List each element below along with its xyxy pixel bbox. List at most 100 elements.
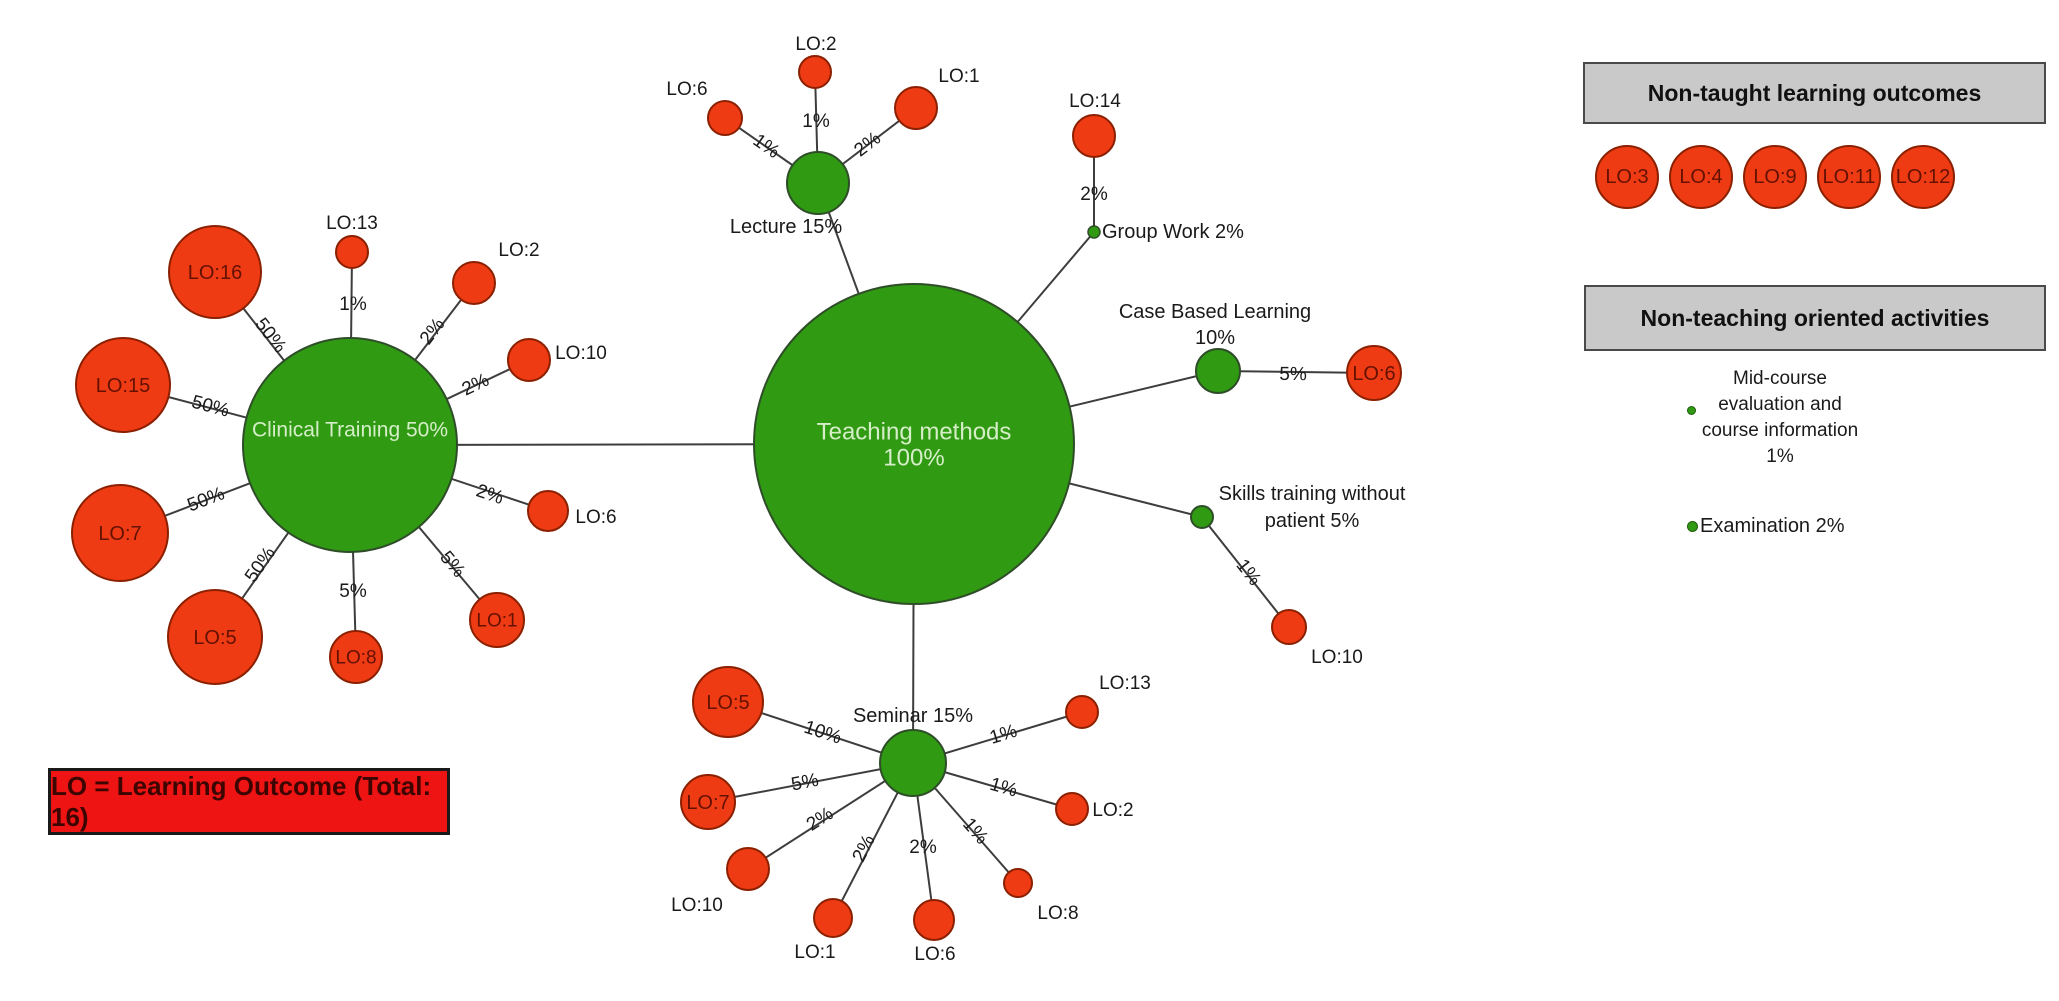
node-lecture	[786, 151, 850, 215]
node-c_lo8	[329, 630, 383, 684]
node-c_lo13	[335, 235, 369, 269]
node-label-c_lo10: LO:10	[555, 343, 607, 364]
diagram-nodes	[71, 55, 1402, 941]
non-taught-outcome-3: LO:11	[1817, 145, 1881, 209]
edge-label-seminar-m_lo7: 5%	[790, 770, 821, 796]
node-label-m_lo6: LO:6	[914, 944, 955, 965]
legend-box: LO = Learning Outcome (Total: 16)	[48, 768, 450, 835]
edge-label-lecture-l_lo2: 1%	[802, 111, 830, 132]
node-s_lo10	[1271, 609, 1307, 645]
node-l_lo1	[894, 86, 938, 130]
node-label-c_lo1: LO:1	[476, 611, 517, 632]
node-label-c_lo15: LO:15	[96, 375, 150, 397]
node-label-cbl: Case Based Learning 10%	[1119, 301, 1311, 349]
edge-label-clinical-c_lo10: 2%	[459, 370, 493, 401]
examination-item: Examination 2%	[1687, 515, 1845, 538]
node-label-m_lo8: LO:8	[1037, 903, 1078, 924]
node-skills	[1190, 505, 1214, 529]
node-label-c_lo7: LO:7	[98, 523, 141, 545]
node-label-clinical: Clinical Training 50%	[252, 418, 448, 441]
node-label-c_lo6: LO:6	[575, 507, 616, 528]
node-label-m_lo13: LO:13	[1099, 673, 1151, 694]
examination-node-dot-icon	[1687, 521, 1698, 532]
edge-label-cbl-b_lo6: 5%	[1279, 364, 1307, 385]
node-b_lo6	[1346, 345, 1402, 401]
node-label-g_lo14: LO:14	[1069, 91, 1121, 112]
node-g_lo14	[1072, 114, 1116, 158]
node-label-c_lo16: LO:16	[188, 262, 242, 284]
legend-label: LO = Learning Outcome (Total: 16)	[51, 770, 432, 832]
non-taught-outcomes-row: LO:3 LO:4 LO:9 LO:11 LO:12	[1595, 145, 1955, 209]
node-label-seminar: Seminar 15%	[853, 705, 973, 727]
node-c_lo5	[167, 589, 263, 685]
edge-label-seminar-m_lo2: 1%	[987, 774, 1019, 802]
non-taught-outcome-0: LO:3	[1595, 145, 1659, 209]
node-l_lo2	[798, 55, 832, 89]
edge-skills-s_lo10	[1201, 516, 1290, 628]
non-taught-outcomes-title: Non-taught learning outcomes	[1647, 79, 1982, 106]
midcourse-line-4: 1%	[1766, 446, 1794, 467]
node-c_lo16	[168, 225, 262, 319]
edge-seminar-m_lo7	[707, 762, 914, 803]
examination-label: Examination 2%	[1700, 515, 1845, 537]
edge-label-seminar-m_lo13: 1%	[987, 721, 1019, 749]
edge-label-clinical-c_lo8: 5%	[339, 581, 367, 602]
node-label-c_lo5: LO:5	[193, 627, 236, 649]
node-m_lo1	[813, 898, 853, 938]
node-c_lo2	[452, 261, 496, 305]
node-label-l_lo6: LO:6	[666, 79, 707, 100]
node-label-l_lo1: LO:1	[938, 66, 979, 87]
edge-label-clinical-c_lo13: 1%	[339, 294, 367, 315]
edge-label-lecture-l_lo1: 2%	[850, 128, 885, 161]
node-l_lo6	[707, 100, 743, 136]
node-label-lecture: Lecture 15%	[730, 216, 843, 238]
edge-label-seminar-m_lo6: 2%	[909, 837, 937, 858]
node-label-m_lo2: LO:2	[1092, 800, 1133, 821]
node-label-m_lo10: LO:10	[671, 895, 723, 916]
node-c_lo7	[71, 484, 169, 582]
node-label-m_lo1: LO:1	[794, 942, 835, 963]
node-label-groupwork: Group Work 2%	[1102, 221, 1244, 243]
non-taught-outcome-2: LO:9	[1743, 145, 1807, 209]
midcourse-line-2: evaluation and	[1718, 394, 1842, 415]
diagram-labels: 50%1%2%2%50%50% 2%50%5%5%1%1%2%2%5%1%10%5…	[96, 34, 1406, 965]
midcourse-evaluation-label: Mid-course evaluation and course informa…	[1690, 366, 1870, 470]
midcourse-line-1: Mid-course	[1733, 368, 1827, 389]
node-cbl	[1195, 348, 1241, 394]
edge-label-clinical-c_lo6: 2%	[473, 480, 506, 509]
node-c_lo6	[527, 490, 569, 532]
node-label-skills: Skills training without patient 5%	[1219, 483, 1406, 532]
midcourse-node-dot-icon	[1687, 406, 1696, 415]
node-groupwork	[1087, 225, 1101, 239]
node-teaching	[753, 283, 1075, 605]
node-label-c_lo2: LO:2	[498, 240, 539, 261]
node-label-teaching: Teaching methods 100%	[817, 418, 1012, 471]
node-label-b_lo6: LO:6	[1352, 363, 1395, 385]
edge-label-clinical-c_lo2: 2%	[416, 314, 449, 349]
node-m_lo6	[913, 899, 955, 941]
edge-label-clinical-c_lo7: 50%	[185, 483, 228, 516]
node-m_lo2	[1055, 792, 1089, 826]
non-taught-outcome-1: LO:4	[1669, 145, 1733, 209]
node-seminar	[879, 729, 947, 797]
node-m_lo10	[726, 847, 770, 891]
non-taught-outcomes-header: Non-taught learning outcomes	[1583, 62, 2046, 124]
edge-label-lecture-l_lo6: 1%	[749, 130, 784, 163]
edge-label-groupwork-g_lo14: 2%	[1080, 184, 1108, 205]
edge-label-clinical-c_lo5: 50%	[241, 543, 280, 586]
node-label-m_lo5: LO:5	[706, 692, 749, 714]
node-m_lo13	[1065, 695, 1099, 729]
node-label-c_lo8: LO:8	[335, 648, 376, 669]
non-teaching-activities-title: Non-teaching oriented activities	[1640, 304, 1990, 331]
node-c_lo15	[75, 337, 171, 433]
non-taught-outcome-4: LO:12	[1891, 145, 1955, 209]
edge-label-clinical-c_lo16: 50%	[250, 314, 290, 357]
edge-label-seminar-m_lo5: 10%	[801, 717, 844, 749]
node-m_lo8	[1003, 868, 1033, 898]
non-teaching-activities-header: Non-teaching oriented activities	[1584, 285, 2046, 351]
node-label-s_lo10: LO:10	[1311, 647, 1363, 668]
node-m_lo7	[680, 774, 736, 830]
midcourse-line-3: course information	[1701, 420, 1859, 441]
edge-label-clinical-c_lo15: 50%	[189, 392, 231, 422]
